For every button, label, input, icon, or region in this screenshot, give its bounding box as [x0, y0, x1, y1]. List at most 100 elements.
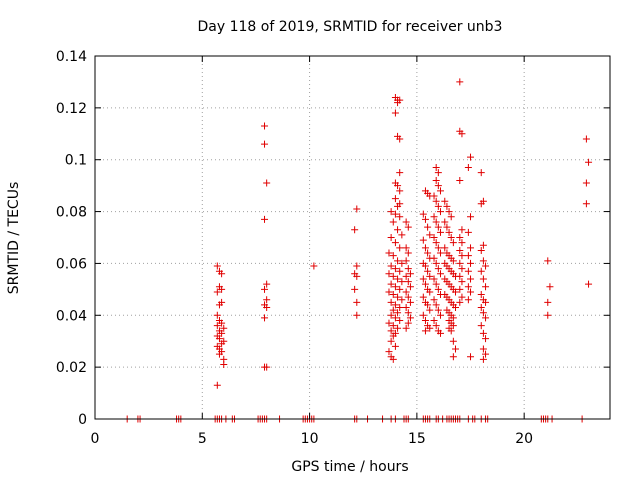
data-point: [426, 288, 434, 296]
data-point: [353, 298, 361, 306]
data-point: [434, 169, 442, 177]
data-point: [430, 213, 438, 221]
data-point: [385, 288, 393, 296]
data-point: [391, 239, 399, 247]
data-point: [479, 241, 487, 249]
data-point: [402, 244, 410, 252]
data-point: [434, 223, 442, 231]
x-tick-label: 0: [91, 431, 100, 447]
data-point: [432, 218, 440, 226]
data-point: [432, 163, 440, 171]
data-point: [385, 348, 393, 356]
data-point: [467, 353, 475, 361]
data-point: [458, 239, 466, 247]
data-point: [391, 342, 399, 350]
data-point: [310, 262, 318, 270]
data-point: [544, 311, 552, 319]
data-point: [482, 314, 490, 322]
data-point: [387, 311, 395, 319]
data-point: [387, 208, 395, 216]
x-tick-label: 10: [301, 431, 319, 447]
y-tick-label: 0.14: [56, 49, 87, 65]
data-point: [479, 275, 487, 283]
data-point: [402, 218, 410, 226]
data-point: [213, 381, 221, 389]
data-point: [402, 304, 410, 312]
data-point: [394, 257, 402, 265]
data-point: [419, 210, 427, 218]
data-point: [582, 200, 590, 208]
data-point: [404, 265, 412, 273]
data-point: [477, 322, 485, 330]
data-point: [482, 262, 490, 270]
data-point: [432, 176, 440, 184]
data-point: [479, 355, 487, 363]
data-point: [353, 311, 361, 319]
data-point: [458, 265, 466, 273]
data-point: [394, 202, 402, 210]
x-tick-label: 20: [515, 431, 533, 447]
data-point: [404, 249, 412, 257]
data-point: [402, 272, 410, 280]
data-point: [432, 322, 440, 330]
data-point: [477, 169, 485, 177]
data-point: [464, 283, 472, 291]
data-point: [544, 298, 552, 306]
x-tick-label: 15: [408, 431, 426, 447]
data-point: [394, 99, 402, 107]
data-point: [389, 322, 397, 330]
plot-frame: [94, 55, 611, 420]
data-point: [396, 304, 404, 312]
data-point: [458, 252, 466, 260]
data-point: [430, 296, 438, 304]
data-point: [452, 345, 459, 353]
data-point: [396, 267, 404, 275]
data-point: [387, 337, 395, 345]
x-axis-label: GPS time / hours: [291, 459, 408, 475]
data-point: [482, 298, 490, 306]
data-point: [426, 306, 434, 314]
data-point: [434, 182, 442, 190]
data-point: [467, 288, 475, 296]
data-point: [477, 267, 485, 275]
data-point: [351, 285, 359, 293]
data-point: [447, 327, 455, 335]
data-point: [391, 195, 399, 203]
data-point: [436, 249, 444, 257]
data-point: [389, 355, 397, 363]
data-point: [261, 215, 269, 223]
data-point: [430, 192, 438, 200]
data-point: [387, 280, 395, 288]
data-point: [421, 280, 429, 288]
y-tick-label: 0.06: [56, 256, 87, 272]
y-tick-label: 0.12: [56, 101, 87, 117]
data-point: [387, 234, 395, 241]
data-point: [430, 275, 438, 283]
data-point: [424, 301, 432, 309]
data-point: [482, 350, 490, 358]
data-point: [447, 234, 455, 241]
data-point: [419, 236, 427, 244]
data-point: [452, 288, 459, 296]
data-point: [353, 262, 361, 270]
y-tick-label: 0.04: [56, 308, 87, 324]
data-point: [445, 208, 453, 216]
grid-lines: [95, 56, 610, 419]
data-point: [263, 363, 271, 371]
data-point: [396, 187, 404, 195]
data-point: [389, 291, 397, 299]
data-point: [353, 205, 361, 213]
data-point: [218, 329, 226, 337]
data-point: [391, 314, 399, 322]
data-point: [404, 319, 412, 327]
data-point: [430, 316, 438, 324]
data-point: [218, 319, 226, 327]
data-point: [406, 270, 414, 278]
data-point: [213, 288, 221, 296]
data-point: [421, 316, 429, 324]
data-point: [467, 244, 475, 252]
data-point: [582, 179, 590, 187]
data-point: [464, 267, 472, 275]
data-point: [391, 265, 399, 273]
y-tick-label: 0: [78, 412, 87, 428]
